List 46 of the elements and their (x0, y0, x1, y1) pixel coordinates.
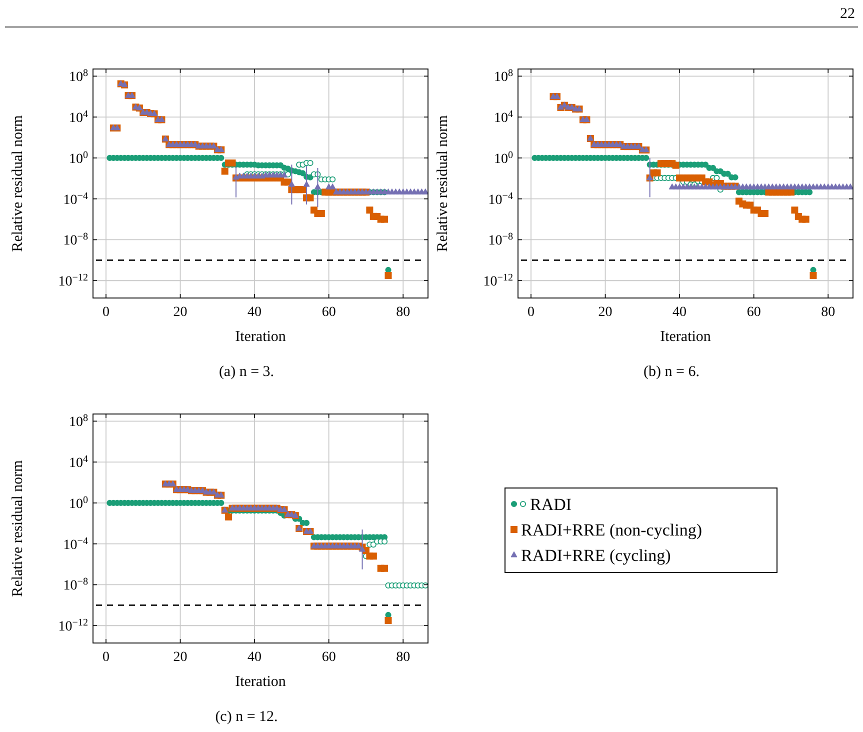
y-axis-title: Relative residual norm (10, 460, 26, 597)
x-tick-label: 20 (173, 650, 188, 665)
text: 22 (840, 6, 855, 22)
x-tick-label: 80 (821, 305, 836, 320)
x-tick-label: 60 (746, 305, 761, 320)
y-tick-label: 10$^{4}$ (68, 454, 88, 472)
x-axis-title: Iteration (235, 329, 286, 345)
y-tick-label: 10$^{0}$ (68, 494, 88, 512)
text: (a) n = 3. (218, 364, 274, 380)
y-tick-label: 10$^{−8}$ (488, 231, 513, 249)
y-tick-label: 10$^{4}$ (68, 108, 88, 126)
y-tick-label: 10$^{0}$ (494, 149, 513, 167)
y-tick-label: 10$^{−4}$ (63, 190, 88, 208)
x-tick-label: 40 (248, 650, 262, 665)
y-tick-label: 10$^{−4}$ (488, 190, 513, 208)
y-tick-label: 10$^{8}$ (494, 68, 513, 86)
y-tick-label: 10$^{4}$ (494, 108, 513, 126)
x-tick-label: 60 (322, 650, 336, 665)
y-tick-label: 10$^{8}$ (68, 412, 88, 430)
x-tick-label: 40 (248, 305, 262, 320)
y-tick-label: 10$^{−12}$ (58, 617, 88, 635)
x-tick-label: 0 (102, 305, 110, 320)
y-axis-title: Relative residual norm (10, 114, 26, 252)
x-axis-title: Iteration (235, 674, 286, 690)
x-tick-label: 60 (322, 305, 336, 320)
x-tick-label: 20 (173, 305, 188, 320)
y-tick-label: 10$^{−12}$ (58, 272, 88, 290)
y-tick-label: 10$^{8}$ (68, 68, 88, 86)
x-tick-label: 0 (528, 305, 534, 320)
x-tick-label: 80 (396, 650, 410, 665)
legend-label: RADI+RRE (cycling) (521, 546, 671, 565)
x-tick-label: 80 (396, 305, 410, 320)
y-tick-label: 10$^{−8}$ (63, 231, 88, 249)
y-tick-label: 10$^{−4}$ (63, 535, 88, 553)
text: (b) n = 6. (644, 364, 700, 380)
x-tick-label: 40 (672, 305, 687, 320)
x-tick-label: 0 (102, 650, 110, 665)
text: (c) n = 12. (215, 709, 278, 725)
y-axis-title: Relative residual norm (435, 114, 451, 252)
x-tick-label: 20 (598, 305, 612, 320)
legend-label: RADI+RRE (non-cycling) (521, 520, 702, 540)
y-tick-label: 10$^{0}$ (68, 149, 88, 167)
y-tick-label: 10$^{−12}$ (483, 272, 513, 290)
x-axis-title: Iteration (660, 329, 712, 345)
legend-label: RADI (530, 495, 572, 514)
y-tick-label: 10$^{−8}$ (63, 576, 88, 594)
